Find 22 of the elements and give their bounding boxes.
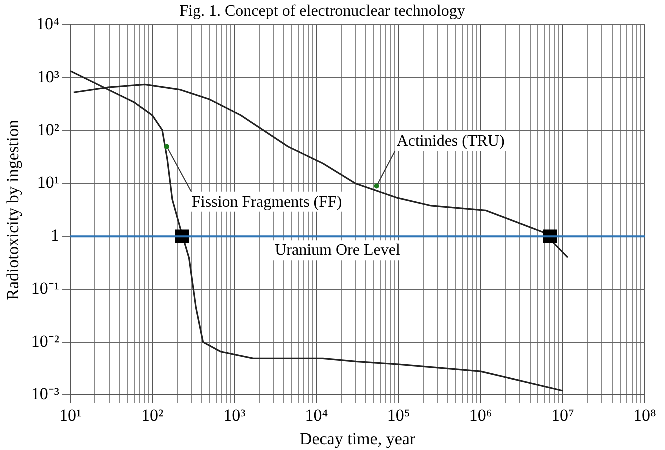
x-tick-label: 10⁸ [634, 406, 657, 425]
x-tick-label: 10³ [224, 406, 246, 425]
ref-line-label: Uranium Ore Level [275, 242, 401, 259]
y-tick-label: 10⁻² [31, 332, 60, 351]
y-tick-label: 10² [37, 120, 60, 140]
annotation: Fission Fragments (FF) [192, 194, 342, 211]
x-tick-label: 10⁵ [387, 406, 410, 425]
y-tick-label: 10⁻¹ [31, 278, 60, 298]
y-tick-label: 10³ [37, 68, 60, 87]
y-axis-title: Radiotoxicity by ingestion [4, 120, 23, 300]
y-tick-label: 10⁻³ [31, 384, 60, 404]
y-tick-label: 1 [50, 226, 60, 246]
chart-title: Fig. 1. Concept of electronuclear technology [180, 2, 466, 20]
x-tick-label: 10¹ [59, 406, 82, 425]
x-tick-label: 10⁷ [551, 406, 574, 425]
y-tick-label: 10¹ [37, 173, 60, 192]
x-tick-label: 10⁴ [305, 406, 328, 425]
annotation: Actinides (TRU) [396, 133, 505, 150]
x-tick-label: 10² [142, 406, 164, 425]
y-tick-label: 10⁴ [36, 14, 60, 34]
x-axis-title: Decay time, year [300, 429, 416, 448]
x-tick-label: 10⁶ [469, 406, 492, 425]
